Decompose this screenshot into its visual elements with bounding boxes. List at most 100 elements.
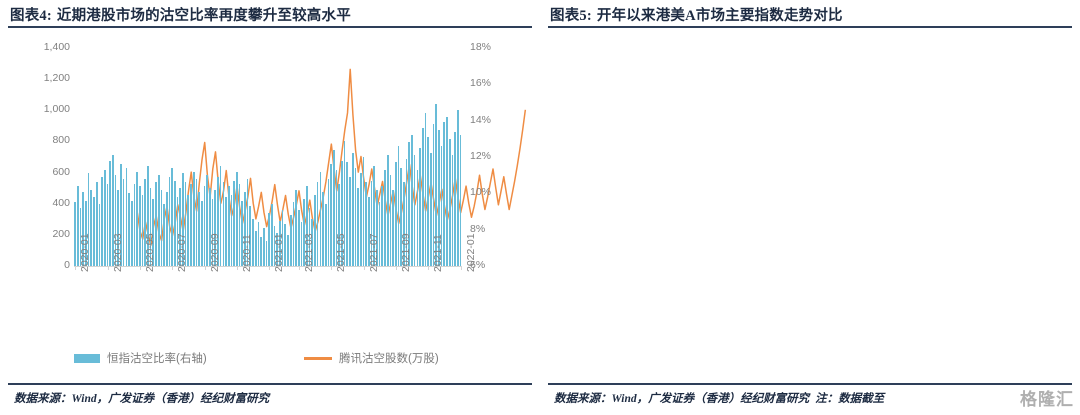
figure-4-legend-item[interactable]: 恒指沽空比率(右轴) xyxy=(74,350,207,366)
figure-4-bar xyxy=(384,169,386,266)
figure-4-bar xyxy=(120,164,122,266)
figure-4-bar xyxy=(359,173,362,266)
figure-4-bar xyxy=(330,164,332,266)
figure-4-bar xyxy=(403,182,405,266)
figure-4-bar xyxy=(368,196,370,266)
figure-4-panel: 图表4: 近期港股市场的沽空比率再度攀升至较高水平 0 200 400 600 800 1,… xyxy=(8,8,532,405)
figure-4-y-right-tick: 6% xyxy=(470,259,486,271)
figure-4-y-left-tick: 1,200 xyxy=(43,72,70,85)
figure-4-y-left-tick: 600 xyxy=(52,165,70,178)
figure-4-bar xyxy=(190,184,192,266)
figure-4-legend-item[interactable]: 腾讯沽空股数(万股) xyxy=(304,350,439,366)
figure-4-bar xyxy=(289,215,292,266)
figure-5-title-rule xyxy=(548,26,1072,28)
figure-4-bar xyxy=(292,202,295,266)
figure-4-bar xyxy=(254,231,257,266)
figure-4-bar xyxy=(101,176,103,266)
figure-4-bar xyxy=(112,155,114,266)
figure-4-bar xyxy=(257,222,260,266)
figure-4-bar xyxy=(332,149,335,266)
figure-4-bar xyxy=(130,200,133,266)
figure-4-x-tick-mark xyxy=(269,266,271,270)
figure-4-bar xyxy=(376,189,378,266)
figure-4-bar xyxy=(168,176,171,266)
figure-5-source-note: 注：数据截至 xyxy=(815,393,885,405)
figure-4-x-tick-mark xyxy=(428,266,430,270)
figure-4-bar xyxy=(424,113,427,266)
figure-4-x-tick-mark xyxy=(107,266,109,270)
figure-4-bar xyxy=(122,178,125,266)
figure-4-bar xyxy=(165,191,168,266)
figure-4-y-left-tick: 0 xyxy=(64,259,70,271)
figure-4-bar xyxy=(279,220,281,266)
figure-4-title-rule xyxy=(8,26,532,28)
figure-4-bar xyxy=(400,167,402,266)
figure-4-x-tick-mark xyxy=(395,266,397,270)
figure-4-bar xyxy=(144,178,147,266)
figure-4-bar xyxy=(160,189,163,266)
figure-4-bar xyxy=(349,176,351,266)
figure-4-y-right-tick: 12% xyxy=(470,150,492,162)
figure-4-bar xyxy=(174,180,176,266)
figure-4-bar xyxy=(114,175,117,266)
figure-4-bar xyxy=(198,191,200,266)
figure-4-legend: 恒指沽空比率(右轴) 腾讯沽空股数(万股) xyxy=(74,348,534,370)
figure-4-bar xyxy=(451,155,454,266)
figure-4-x-tick-mark xyxy=(237,266,238,270)
figure-4-bar xyxy=(362,157,365,266)
figure-4-bar xyxy=(235,171,238,266)
figure-4-bar xyxy=(378,202,381,266)
figure-4-x-tick: 2020-05 xyxy=(144,233,156,272)
figure-4-x-tick: 2021-09 xyxy=(399,233,412,272)
figure-4-bar xyxy=(219,166,222,266)
figure-4-y-right-tick: 8% xyxy=(470,222,486,235)
figure-4-bar xyxy=(327,178,330,266)
figure-4-bar xyxy=(303,198,305,266)
figure-4-bar xyxy=(389,175,392,266)
figure-4-bar xyxy=(287,235,289,266)
figure-4-x-tick: 2021-11 xyxy=(432,234,445,272)
figure-4-bar xyxy=(95,182,98,266)
figure-4-bar xyxy=(408,142,411,266)
figure-4-bar xyxy=(211,198,214,266)
figure-4-bar xyxy=(77,186,79,266)
figure-4-y-right-tick: 18% xyxy=(470,41,492,53)
figure-4-bar xyxy=(456,109,459,266)
figure-5-title: 图表5: 开年以来港美A市场主要指数走势对比 xyxy=(550,4,1070,25)
figure-5-panel: 图表5:开年以来港美A市场主要指数走势对比 5%0%-5%-10%-15%-20… xyxy=(540,0,1080,415)
figure-4-bar xyxy=(262,227,265,266)
figure-5-number: 图表5: xyxy=(550,8,592,24)
figure-4-bar xyxy=(147,166,149,266)
figure-4-y-left-tick: 800 xyxy=(52,134,70,147)
figure-4-x-tick-mark xyxy=(363,266,365,270)
figure-4-bar xyxy=(225,196,227,266)
figure-4-chart: 0 200 400 600 800 1,000 1,200 1,400 6% 8% 10% 12% 14… xyxy=(12,36,530,365)
figure-4-bar xyxy=(136,171,138,266)
figure-4-bar xyxy=(351,153,354,266)
figure-4-bar xyxy=(443,122,446,266)
figure-4-bar xyxy=(386,155,389,266)
figure-4-title-text: 近期港股市场的沽空比率再度攀升至较高水平 xyxy=(56,8,351,24)
figure-4-bar xyxy=(152,198,155,266)
figure-4-bar xyxy=(141,195,144,266)
figure-4-bar xyxy=(182,173,184,266)
figure-4-y-right-tick: 16% xyxy=(470,77,492,90)
figure-4-bar xyxy=(203,186,206,266)
figure-4-bar xyxy=(429,153,432,266)
figure-4-x-tick: 2020-11 xyxy=(241,234,253,272)
figure-4-bar xyxy=(397,146,400,266)
figure-4-bar xyxy=(454,131,456,266)
figure-4-bar xyxy=(79,207,82,266)
figure-4-bar xyxy=(155,182,157,266)
figure-4-bar xyxy=(117,189,120,266)
figure-4-bar xyxy=(446,117,448,266)
figure-4-x-tick: 2020-09 xyxy=(208,233,221,272)
figure-4-bar xyxy=(319,171,322,266)
figure-4-bar xyxy=(138,186,141,266)
figure-4-bar xyxy=(273,226,276,266)
figure-4-bar xyxy=(316,182,319,266)
figure-4-bar xyxy=(448,138,451,266)
figure-4-bar xyxy=(381,186,384,266)
figure-4-number: 图表4: xyxy=(10,8,52,24)
